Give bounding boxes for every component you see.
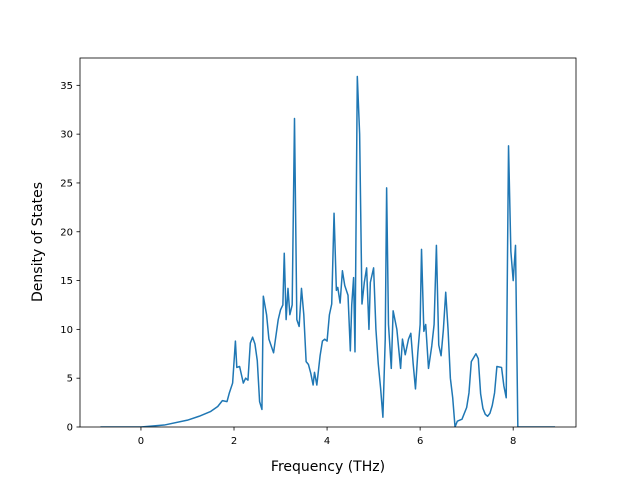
- x-tick-label: 0: [138, 436, 144, 447]
- y-tick-label: 35: [60, 81, 73, 92]
- x-tick-label: 2: [231, 436, 237, 447]
- y-tick-label: 10: [60, 325, 73, 336]
- y-tick-label: 15: [60, 276, 73, 287]
- x-tick-label: 4: [324, 436, 330, 447]
- x-axis-label: Frequency (THz): [271, 459, 385, 475]
- y-tick-label: 20: [60, 227, 73, 238]
- y-tick-label: 0: [67, 423, 73, 434]
- x-tick-label: 6: [417, 436, 423, 447]
- y-tick-label: 25: [60, 178, 73, 189]
- x-tick-label: 8: [510, 436, 516, 447]
- line: [100, 75, 556, 427]
- y-axis-label: Density of States: [30, 182, 46, 302]
- y-tick-label: 5: [67, 374, 73, 385]
- axes-frame: [79, 57, 577, 428]
- y-tick-label: 30: [60, 130, 73, 141]
